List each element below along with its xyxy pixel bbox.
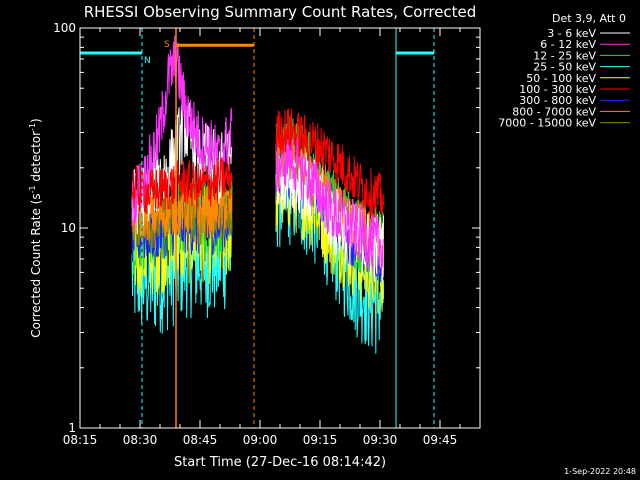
legend-label-0: 3 - 6 keV — [547, 27, 596, 40]
legend-label-2: 12 - 25 keV — [533, 49, 596, 62]
x-tick-label: 09:45 — [423, 433, 458, 447]
legend-label-7: 800 - 7000 keV — [512, 105, 596, 118]
y-tick-label: 1 — [68, 421, 76, 435]
axes: 1 10 100 08:15 08:30 08:45 09:00 09:15 09:30 09:4… — [53, 21, 481, 447]
saa-flag-label: S — [164, 40, 170, 50]
y-tick-label: 10 — [61, 221, 76, 235]
x-tick-label: 09:00 — [243, 433, 278, 447]
y-axis-label-main: Corrected Count Rate (s — [29, 193, 43, 337]
x-tick-label: 08:15 — [63, 433, 98, 447]
legend-title: Det 3,9, Att 0 — [552, 12, 626, 25]
x-tick-label: 09:15 — [303, 433, 338, 447]
x-axis-label: Start Time (27-Dec-16 08:14:42) — [174, 455, 386, 470]
y-axis-label-sup1: -1 — [28, 185, 37, 193]
legend-label-6: 300 - 800 keV — [519, 94, 596, 107]
night-flag-label: N — [144, 56, 151, 66]
y-axis-label-sup2: -1 — [28, 123, 37, 131]
x-tick-label: 09:30 — [363, 433, 398, 447]
chart-title: RHESSI Observing Summary Count Rates, Co… — [84, 3, 477, 21]
legend-label-4: 50 - 100 keV — [526, 72, 596, 85]
x-tick-label: 08:30 — [123, 433, 158, 447]
series-line-5-part1 — [131, 156, 233, 214]
series-line-1-part2 — [275, 131, 384, 277]
legend-label-1: 6 - 12 keV — [540, 38, 596, 51]
x-tick-label: 08:45 — [183, 433, 218, 447]
series-line-5-part2 — [275, 108, 384, 218]
legend-label-3: 25 - 50 keV — [533, 61, 596, 74]
y-axis-label-end: ) — [29, 118, 43, 123]
footer-date: 1-Sep-2022 20:48 — [564, 467, 636, 476]
legend-label-8: 7000 - 15000 keV — [498, 117, 596, 130]
y-tick-label: 100 — [53, 21, 76, 35]
legend-label-5: 100 - 300 keV — [519, 83, 596, 96]
y-axis-label-mid: detector — [29, 131, 43, 186]
y-axis-label: Corrected Count Rate (s-1 detector-1) — [28, 118, 43, 337]
